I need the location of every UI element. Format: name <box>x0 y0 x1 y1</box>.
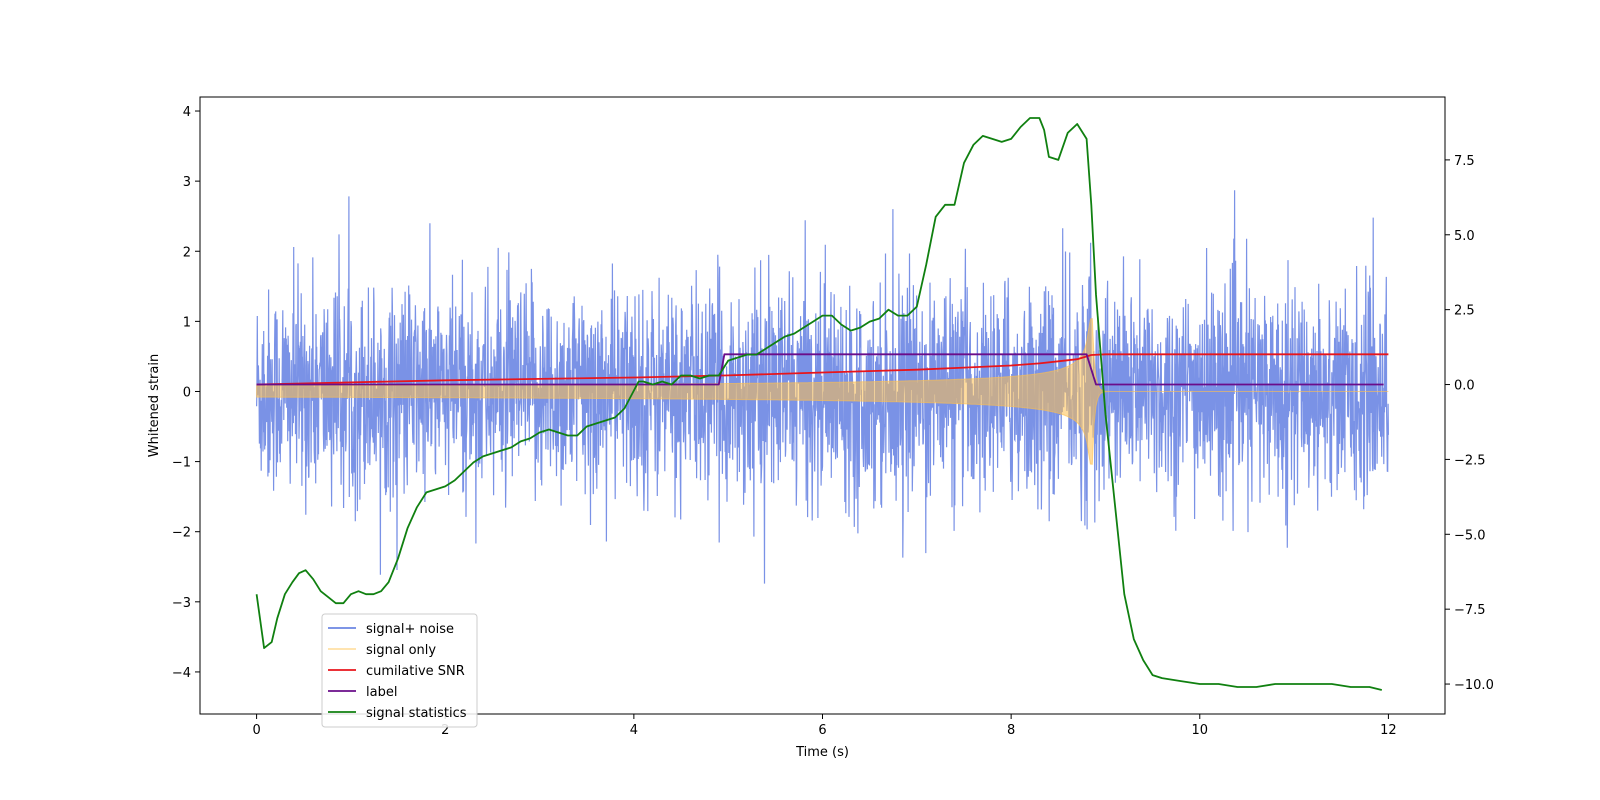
y2-tick-label: −2.5 <box>1454 453 1486 468</box>
y-axis-ticks: 4 3 2 1 0 −1 −2 −3 −4 <box>172 105 200 681</box>
legend-label: signal only <box>366 643 436 658</box>
x-tick-label: 8 <box>1007 723 1015 738</box>
x-axis-label: Time (s) <box>795 745 849 760</box>
series-label <box>256 353 1384 386</box>
y-axis-label: Whitened strain <box>147 354 162 457</box>
y-tick-label: −3 <box>172 596 191 611</box>
y2-tick-label: −5.0 <box>1454 528 1486 543</box>
legend-label: cumilative SNR <box>366 664 465 679</box>
y2-tick-label: 7.5 <box>1454 154 1475 169</box>
y2-tick-label: −10.0 <box>1454 678 1494 693</box>
legend-label: signal+ noise <box>366 622 454 637</box>
y2-axis-ticks: 7.5 5.0 2.5 0.0 −2.5 −5.0 −7.5 −10.0 <box>1445 154 1494 693</box>
legend-label: signal statistics <box>366 706 467 721</box>
series-signal-noise <box>256 190 1389 584</box>
y-tick-label: 0 <box>183 385 191 400</box>
y-tick-label: −4 <box>172 666 191 681</box>
legend: signal+ noise signal only cumilative SNR la… <box>321 613 478 728</box>
x-tick-label: 12 <box>1380 723 1397 738</box>
y2-tick-label: 0.0 <box>1454 379 1475 394</box>
series-signal-statistics <box>255 117 1383 691</box>
y-tick-label: 4 <box>183 105 191 120</box>
y-tick-label: −2 <box>172 526 191 541</box>
legend-box <box>321 613 478 728</box>
x-tick-label: 2 <box>441 723 449 738</box>
x-tick-label: 10 <box>1191 723 1208 738</box>
y-tick-label: 3 <box>183 175 191 190</box>
y-tick-label: 2 <box>183 245 191 260</box>
y2-tick-label: 2.5 <box>1454 304 1475 319</box>
x-tick-label: 4 <box>630 723 638 738</box>
y2-tick-label: −7.5 <box>1454 603 1486 618</box>
x-tick-label: 0 <box>252 723 260 738</box>
y2-tick-label: 5.0 <box>1454 229 1475 244</box>
plot-area <box>255 117 1389 691</box>
y-tick-label: 1 <box>183 315 191 330</box>
legend-label: label <box>366 685 397 700</box>
series-cumulative-snr <box>256 353 1389 386</box>
x-tick-label: 6 <box>818 723 826 738</box>
y-tick-label: −1 <box>172 456 191 471</box>
x-axis-ticks: 0 2 4 6 8 10 12 <box>252 714 1397 738</box>
